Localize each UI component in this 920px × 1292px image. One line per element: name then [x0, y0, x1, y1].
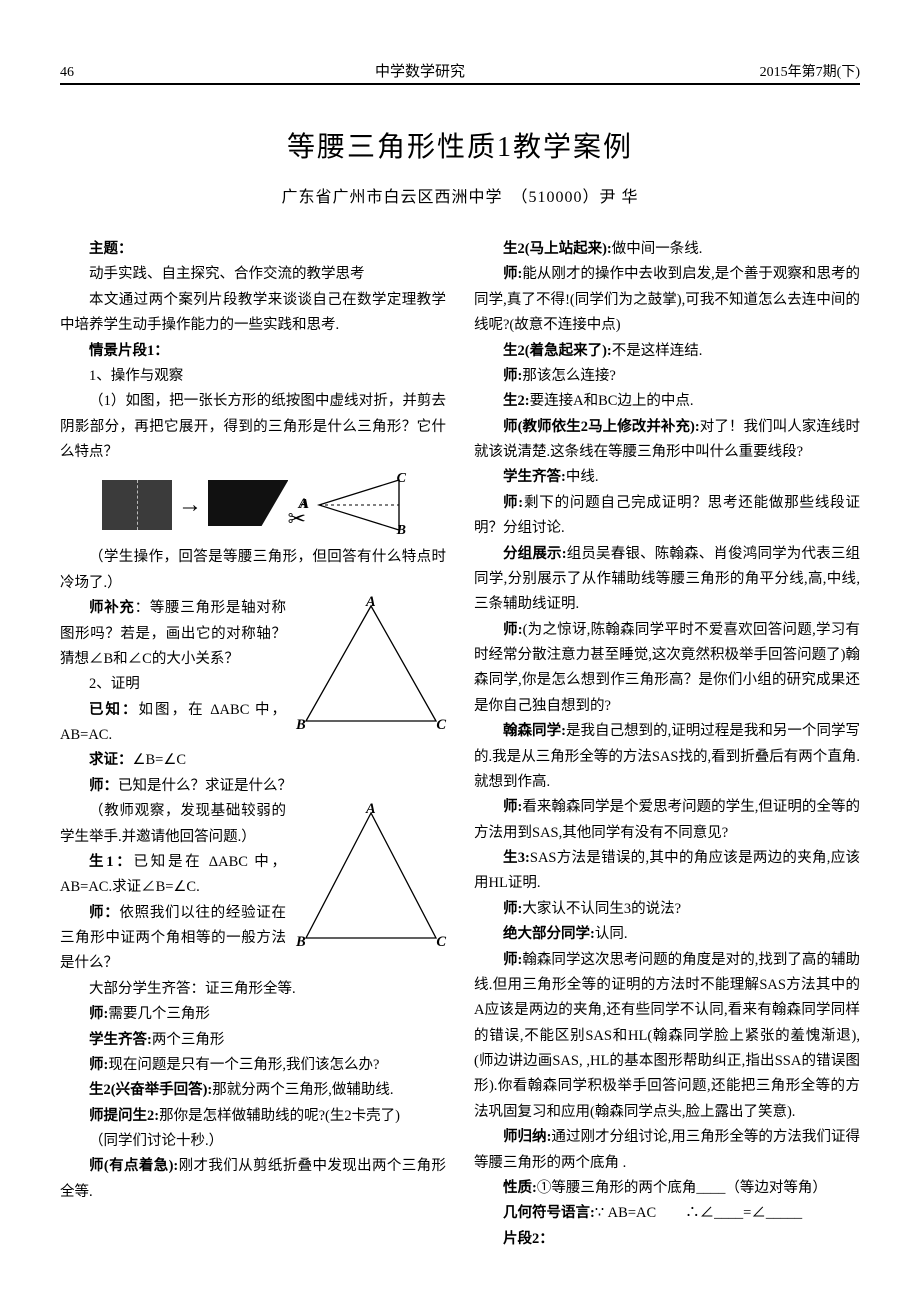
- issue-info: 2015年第7期(下): [700, 61, 860, 81]
- label-A: A: [300, 493, 309, 518]
- paragraph: 生3:SAS方法是错误的,其中的角应该是两边的夹角,应该用HL证明.: [474, 846, 860, 897]
- triangle-figure-icon: A C B: [314, 475, 404, 535]
- paragraph: 师:(为之惊讶,陈翰森同学平时不爱喜欢回答问题,学习有时经常分散注意力甚至睡觉,…: [474, 618, 860, 720]
- paragraph: 师提问生2:那你是怎样做辅助线的呢?(生2卡壳了): [60, 1104, 446, 1129]
- rectangle-with-fold-icon: [102, 480, 172, 530]
- paragraph: 生2(马上站起来):做中间一条线.: [474, 237, 860, 262]
- page-number: 46: [60, 65, 140, 81]
- right-column: 生2(马上站起来):做中间一条线. 师:能从刚才的操作中去收到启发,是个善于观察…: [474, 237, 860, 1252]
- paragraph: 本文通过两个案列片段教学来谈谈自己在数学定理教学中培养学生动手操作能力的一些实践…: [60, 288, 446, 339]
- paragraph: 几何符号语言:∵ AB=AC ∴∠____=∠_____: [474, 1201, 860, 1226]
- label-B: B: [397, 519, 406, 544]
- folding-figure: → A ✂ A C B: [60, 475, 446, 535]
- paragraph: 学生齐答:两个三角形: [60, 1028, 446, 1053]
- page: 46 中学数学研究 2015年第7期(下) 等腰三角形性质1教学案例 广东省广州…: [0, 0, 920, 1292]
- paragraph: 师(有点着急):刚才我们从剪纸折叠中发现出两个三角形全等.: [60, 1154, 446, 1205]
- paragraph: 翰森同学:是我自己想到的,证明过程是我和另一个同学写的.我是从三角形全等的方法S…: [474, 719, 860, 795]
- scene-label: 情景片段1：: [89, 343, 169, 359]
- paragraph: （学生操作，回答是等腰三角形，但回答有什么特点时冷场了.）: [60, 545, 446, 596]
- paragraph: 师:大家认不认同生3的说法?: [474, 897, 860, 922]
- affiliation: 广东省广州市白云区西洲中学 （510000）尹 华: [60, 183, 860, 207]
- paragraph: 师:剩下的问题自己完成证明？思考还能做那些线段证明？分组讨论.: [474, 491, 860, 542]
- paragraph: 师:现在问题是只有一个三角形,我们该怎么办?: [60, 1053, 446, 1078]
- triangle-abc-figure: A B C: [296, 803, 446, 953]
- paragraph: 1、操作与观察: [60, 364, 446, 389]
- label-B: B: [296, 713, 306, 738]
- paragraph: 师(教师依生2马上修改并补充):对了！我们叫人家连线时就该说清楚.这条线在等腰三…: [474, 415, 860, 466]
- paragraph: 动手实践、自主探究、合作交流的教学思考: [60, 262, 446, 287]
- paragraph: 学生齐答:中线.: [474, 465, 860, 490]
- triangle-abc-figure: A B C: [296, 596, 446, 736]
- subject-label: 主题：: [89, 241, 133, 257]
- paragraph: 师:看来翰森同学是个爱思考问题的学生,但证明的全等的方法用到SAS,其他同学有没…: [474, 795, 860, 846]
- label-C: C: [436, 713, 446, 738]
- paragraph: 师:那该怎么连接?: [474, 364, 860, 389]
- paragraph: 生2(着急起来了):不是这样连结.: [474, 339, 860, 364]
- paragraph: 师:翰森同学这次思考问题的角度是对的,找到了高的辅助线.但用三角形全等的证明的方…: [474, 948, 860, 1126]
- section-label: 片段2：: [503, 1231, 554, 1247]
- paragraph: 性质:①等腰三角形的两个底角____（等边对等角）: [474, 1176, 860, 1201]
- body-columns: 主题： 动手实践、自主探究、合作交流的教学思考 本文通过两个案列片段教学来谈谈自…: [60, 237, 860, 1252]
- cut-figure-icon: A ✂: [208, 478, 308, 533]
- paragraph: 分组展示:组员吴春银、陈翰森、肖俊鸿同学为代表三组同学,分别展示了从作辅助线等腰…: [474, 542, 860, 618]
- paragraph: 师归纳:通过刚才分组讨论,用三角形全等的方法我们证得等腰三角形的两个底角 .: [474, 1125, 860, 1176]
- label-C: C: [397, 467, 406, 492]
- paragraph: 绝大部分同学:认同.: [474, 922, 860, 947]
- paragraph: 生2(兴奋举手回答):那就分两个三角形,做辅助线.: [60, 1078, 446, 1103]
- paragraph: 大部分学生齐答：证三角形全等.: [60, 977, 446, 1002]
- paragraph: 师:能从刚才的操作中去收到启发,是个善于观察和思考的同学,真了不得!(同学们为之…: [474, 262, 860, 338]
- label-B: B: [296, 930, 306, 955]
- label-C: C: [436, 930, 446, 955]
- arrow-icon: →: [178, 484, 202, 526]
- paragraph: （同学们讨论十秒.）: [60, 1129, 446, 1154]
- paragraph: 师:需要几个三角形: [60, 1002, 446, 1027]
- journal-title: 中学数学研究: [140, 60, 700, 81]
- paragraph: 师：已知是什么？求证是什么？: [60, 774, 446, 799]
- label-A: A: [366, 797, 376, 822]
- left-column: 主题： 动手实践、自主探究、合作交流的教学思考 本文通过两个案列片段教学来谈谈自…: [60, 237, 446, 1252]
- paragraph: 求证：∠B=∠C: [60, 748, 446, 773]
- paragraph: 生2:要连接A和BC边上的中点.: [474, 389, 860, 414]
- paragraph: （1）如图，把一张长方形的纸按图中虚线对折，并剪去阴影部分，再把它展开，得到的三…: [60, 389, 446, 465]
- running-header: 46 中学数学研究 2015年第7期(下): [60, 60, 860, 85]
- label-A: A: [366, 590, 376, 615]
- article-title: 等腰三角形性质1教学案例: [60, 125, 860, 165]
